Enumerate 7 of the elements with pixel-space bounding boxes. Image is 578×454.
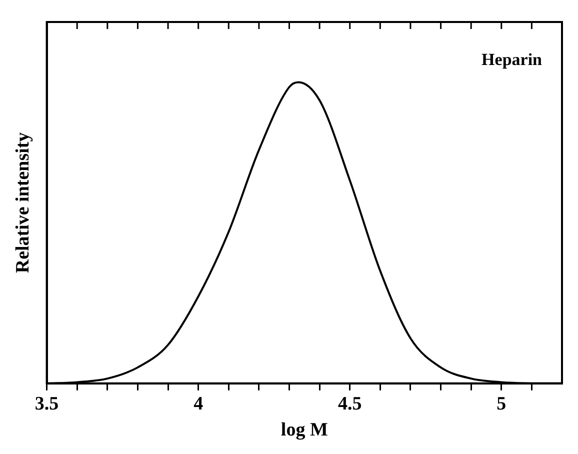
y-axis-title: Relative intensity [12,132,34,274]
text: Heparin [482,50,543,69]
x-tick-label: 4.5 [338,394,362,415]
x-axis-title: log M [280,420,328,441]
x-tick-label: 4 [194,394,204,415]
x-tick-label: 5 [496,394,506,415]
x-tick-label: 3.5 [34,394,59,415]
